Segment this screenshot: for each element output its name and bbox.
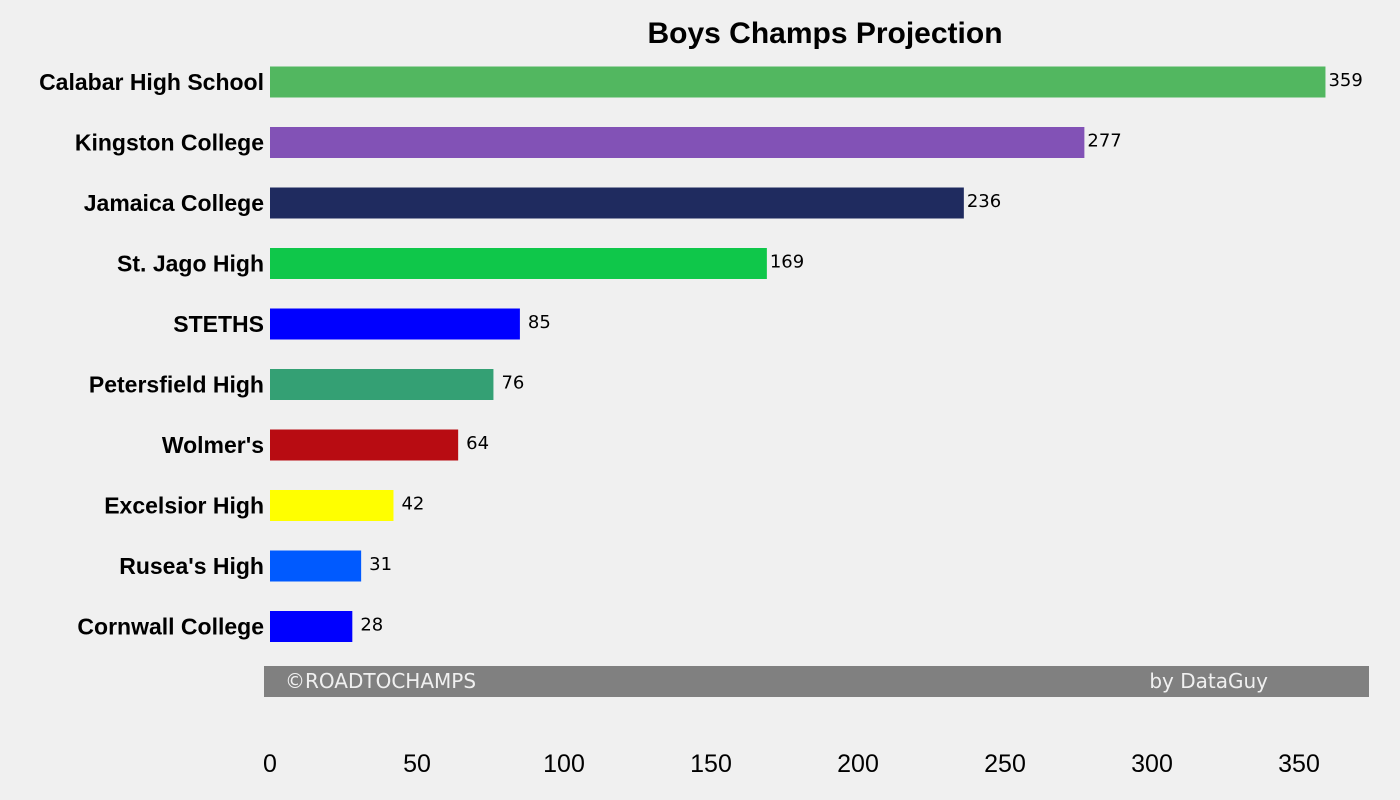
x-tick-label-0: 0: [263, 750, 277, 778]
category-label-st-jago-high: St. Jago High: [117, 251, 264, 277]
value-label-st-jago-high: 169: [770, 252, 804, 273]
x-tick-label-350: 350: [1278, 750, 1320, 778]
value-label-rusea-s-high: 31: [369, 554, 392, 575]
x-tick-label-250: 250: [984, 750, 1026, 778]
x-axis-ticks: 0 50 100 150 200 250 300 350: [263, 750, 1320, 778]
category-label-wolmer-s: Wolmer's: [162, 432, 264, 458]
category-label-kingston-college: Kingston College: [75, 130, 264, 156]
value-label-excelsior-high: 42: [401, 494, 424, 515]
footer-banner: ©ROADTOCHAMPS by DataGuy: [264, 666, 1369, 697]
value-label-jamaica-college: 236: [967, 191, 1001, 212]
x-tick-label-150: 150: [690, 750, 732, 778]
bar-kingston-college: [270, 127, 1085, 158]
x-tick-label-200: 200: [837, 750, 879, 778]
bar-excelsior-high: [270, 490, 394, 521]
value-label-steths: 85: [528, 312, 551, 333]
x-tick-label-50: 50: [403, 750, 431, 778]
value-label-cornwall-college: 28: [360, 615, 383, 636]
category-label-calabar-high-school: Calabar High School: [39, 69, 264, 95]
bar-wolmer-s: [270, 429, 459, 461]
category-label-excelsior-high: Excelsior High: [104, 493, 264, 519]
category-label-rusea-s-high: Rusea's High: [119, 553, 264, 579]
category-labels: Calabar High School Kingston College Jamai…: [39, 69, 264, 640]
value-label-kingston-college: 277: [1087, 131, 1121, 152]
category-label-petersfield-high: Petersfield High: [89, 372, 264, 398]
bar-petersfield-high: [270, 369, 494, 400]
category-label-steths: STETHS: [173, 311, 264, 337]
category-label-jamaica-college: Jamaica College: [84, 190, 264, 216]
value-label-wolmer-s: 64: [466, 433, 489, 454]
bar-rusea-s-high: [270, 550, 362, 582]
value-label-petersfield-high: 76: [501, 373, 524, 394]
category-label-cornwall-college: Cornwall College: [77, 614, 264, 640]
bars-group: [270, 66, 1326, 642]
footer-credit: by DataGuy: [1149, 669, 1268, 693]
bar-cornwall-college: [270, 611, 353, 642]
bar-jamaica-college: [270, 187, 964, 219]
chart-title: Boys Champs Projection: [647, 17, 1002, 50]
bar-st-jago-high: [270, 248, 767, 279]
footer-background: [264, 666, 1369, 697]
bar-steths: [270, 308, 520, 340]
x-tick-label-100: 100: [543, 750, 585, 778]
value-labels: 359 277 236 169 85 76 64 42 31 28: [360, 70, 1362, 636]
value-label-calabar-high-school: 359: [1328, 70, 1362, 91]
footer-copyright: ©ROADTOCHAMPS: [285, 669, 476, 693]
bar-calabar-high-school: [270, 66, 1326, 98]
x-tick-label-300: 300: [1131, 750, 1173, 778]
